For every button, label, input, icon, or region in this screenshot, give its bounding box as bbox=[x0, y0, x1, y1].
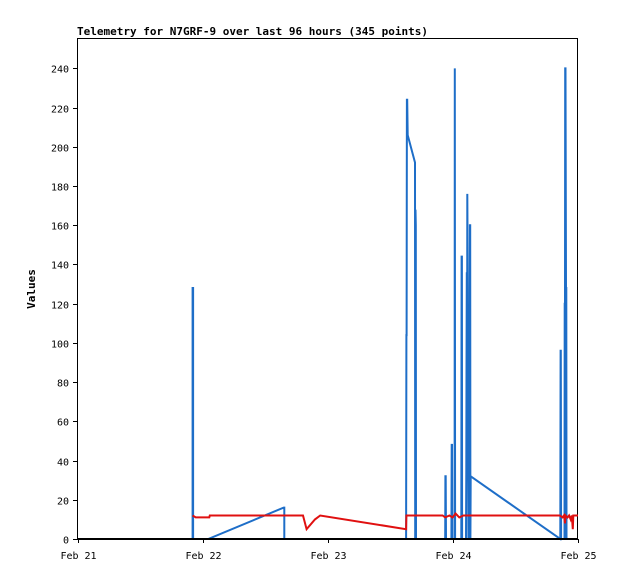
chart-title: Telemetry for N7GRF-9 over last 96 hours… bbox=[77, 25, 428, 38]
x-tick-label: Feb 23 bbox=[310, 551, 346, 562]
y-tick-label: 40 bbox=[57, 458, 69, 469]
series-layer bbox=[78, 67, 578, 541]
y-tick-label: 160 bbox=[51, 222, 69, 233]
y-tick-label: 60 bbox=[57, 418, 69, 429]
plot-frame bbox=[77, 38, 578, 539]
y-tick-label: 80 bbox=[57, 379, 69, 390]
y-axis-label: Values bbox=[25, 269, 38, 309]
y-tick-label: 120 bbox=[51, 301, 69, 312]
y-tick-label: 0 bbox=[63, 536, 69, 547]
x-axis: Feb 21 Feb 22 Feb 23 Feb 24 Feb 25 bbox=[60, 539, 597, 562]
y-tick-label: 100 bbox=[51, 340, 69, 351]
x-tick-label: Feb 25 bbox=[560, 551, 596, 562]
x-tick-label: Feb 24 bbox=[435, 551, 471, 562]
series-line-1 bbox=[191, 67, 568, 541]
y-tick-label: 140 bbox=[51, 261, 69, 272]
series-line-2 bbox=[192, 511, 578, 532]
y-tick-label: 240 bbox=[51, 65, 69, 76]
x-tick-label: Feb 22 bbox=[185, 551, 221, 562]
y-tick-label: 180 bbox=[51, 183, 69, 194]
y-tick-label: 200 bbox=[51, 144, 69, 155]
y-axis: 0 20 40 60 80 100 120 140 160 180 200 220 240 bbox=[51, 65, 78, 547]
x-tick-label: Feb 21 bbox=[60, 551, 96, 562]
y-tick-label: 220 bbox=[51, 105, 69, 116]
y-tick-label: 20 bbox=[57, 497, 69, 508]
